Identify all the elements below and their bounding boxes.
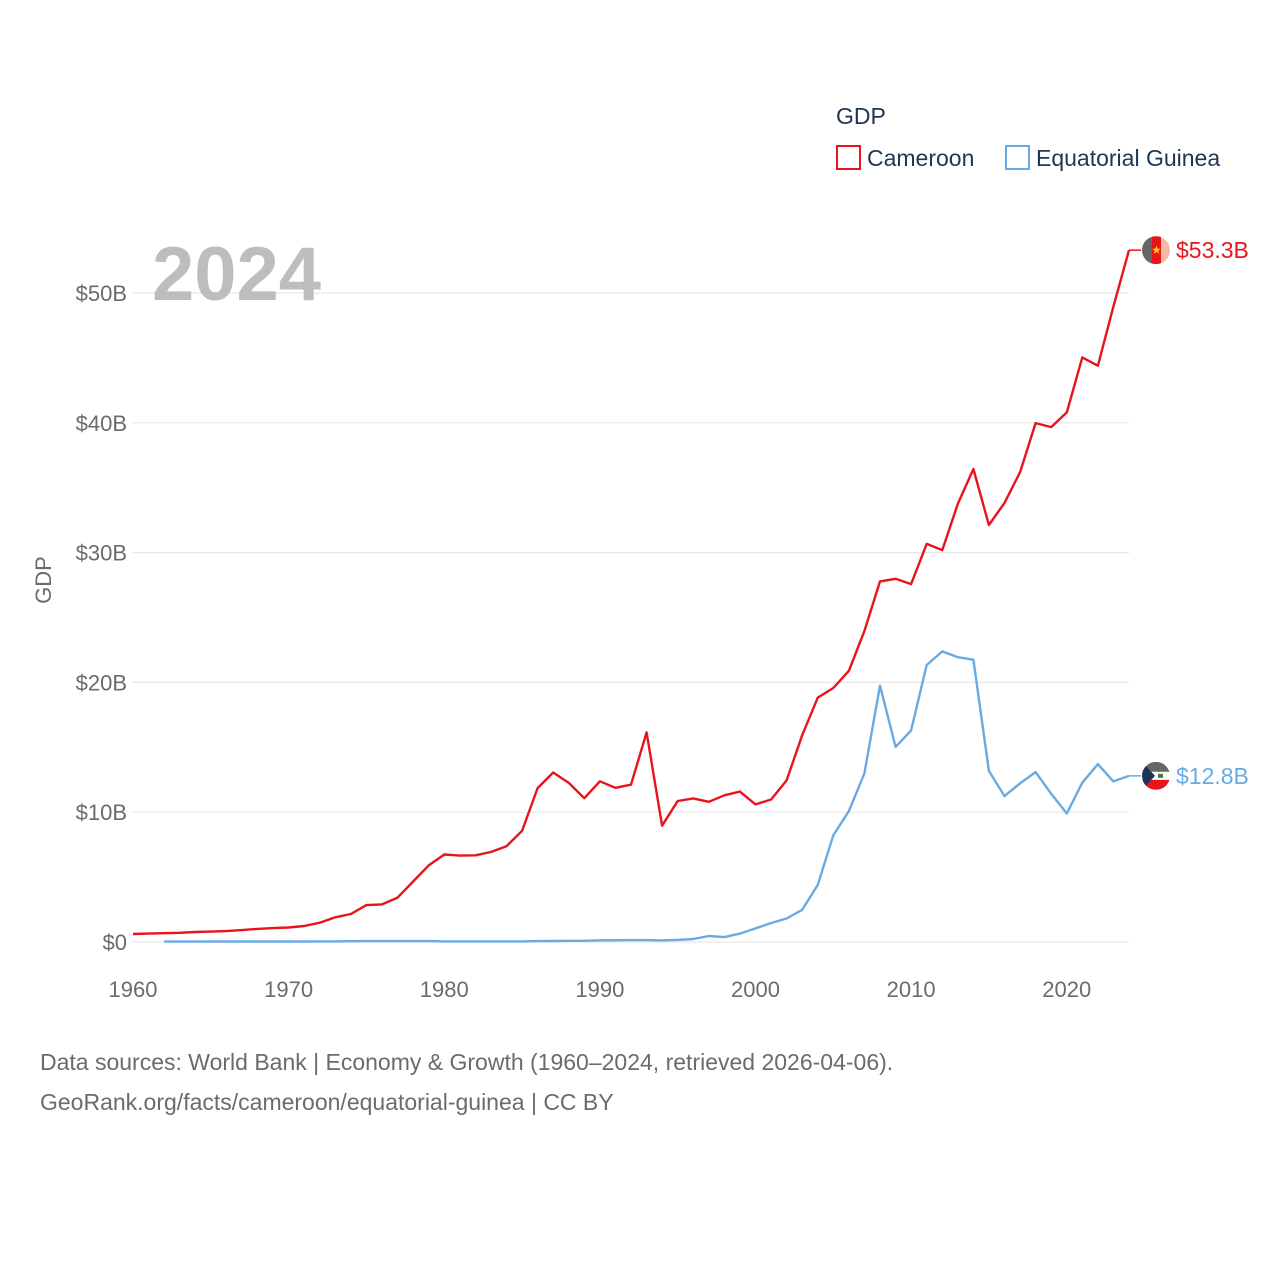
grid-lines xyxy=(133,292,1129,943)
y-tick-label: $0 xyxy=(103,930,127,955)
current-year-label: 2024 xyxy=(152,232,321,317)
series-line-1[interactable] xyxy=(164,650,1130,943)
legend-title: GDP xyxy=(836,103,886,129)
y-axis-ticks: $0 $10B $20B $30B $40B $50B xyxy=(76,281,127,955)
y-tick-label: $10B xyxy=(76,800,127,825)
series-line-0[interactable] xyxy=(132,249,1131,936)
gdp-line-chart: $0 $10B $20B $30B $40B $50B 1960 1970 1980 1990 2… xyxy=(31,103,1249,1002)
y-tick-label: $50B xyxy=(76,281,127,306)
legend-item-equatorial-guinea[interactable]: Equatorial Guinea xyxy=(1005,145,1220,171)
x-axis-ticks: 1960 1970 1980 1990 2000 2010 2020 xyxy=(109,977,1092,1002)
x-tick-label: 1970 xyxy=(264,977,313,1002)
equatorial-guinea-flag-icon xyxy=(1142,761,1170,790)
cameroon-flag-icon xyxy=(1142,236,1170,265)
footer-sources: Data sources: World Bank | Economy & Gro… xyxy=(40,1049,894,1075)
x-tick-label: 2010 xyxy=(887,977,936,1002)
y-tick-label: $40B xyxy=(76,411,127,436)
footer: Data sources: World Bank | Economy & Gro… xyxy=(40,1042,893,1122)
end-value-label: $53.3B xyxy=(1176,237,1249,263)
x-tick-label: 2000 xyxy=(731,977,780,1002)
x-tick-label: 2020 xyxy=(1042,977,1091,1002)
x-tick-label: 1960 xyxy=(109,977,158,1002)
legend-swatch-cameroon xyxy=(836,145,861,170)
x-tick-label: 1980 xyxy=(420,977,469,1002)
y-tick-label: $30B xyxy=(76,541,127,566)
series-lines xyxy=(132,249,1131,943)
y-axis-label: GDP xyxy=(31,556,56,604)
footer-link[interactable]: GeoRank.org/facts/cameroon/equatorial-gu… xyxy=(40,1089,614,1115)
end-markers: $53.3B $12.8B xyxy=(1129,236,1249,790)
legend-item-cameroon[interactable]: Cameroon xyxy=(836,145,974,171)
x-tick-label: 1990 xyxy=(575,977,624,1002)
legend: GDP Cameroon Equatorial Guinea xyxy=(836,103,1220,171)
legend-label-cameroon: Cameroon xyxy=(867,145,974,171)
legend-swatch-equatorial-guinea xyxy=(1005,145,1030,170)
y-tick-label: $20B xyxy=(76,670,127,695)
legend-label-equatorial-guinea: Equatorial Guinea xyxy=(1036,145,1220,171)
end-value-label: $12.8B xyxy=(1176,763,1249,789)
